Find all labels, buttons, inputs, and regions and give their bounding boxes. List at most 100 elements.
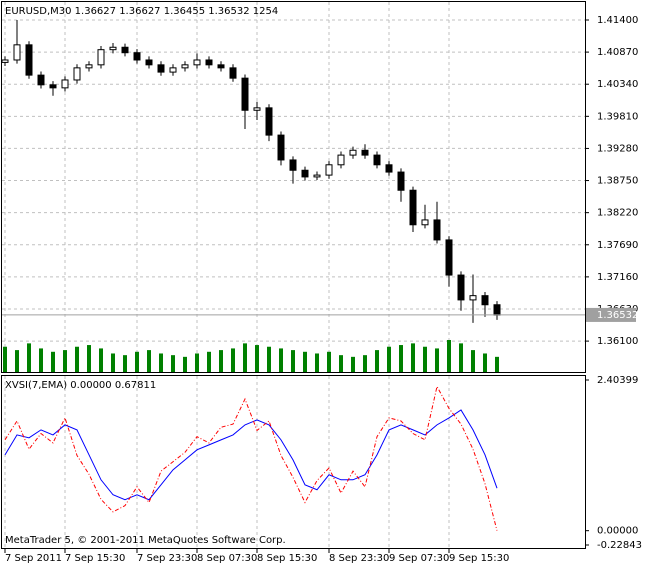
y-tick-label: 1.40340 <box>597 79 638 90</box>
y-tick-label: 1.41400 <box>597 15 638 26</box>
volume-bar <box>351 356 355 372</box>
candle-body <box>289 159 297 171</box>
volume-bar <box>159 353 163 372</box>
candle-body <box>25 44 33 76</box>
candle-body <box>301 169 309 178</box>
volume-bar <box>279 348 283 372</box>
x-tick-label: 8 Sep 15:30 <box>257 553 317 564</box>
volume-bar <box>219 350 223 372</box>
volume-bar <box>231 348 235 372</box>
price-label-box <box>586 307 636 322</box>
volume-bar <box>27 343 31 372</box>
volume-bar <box>363 355 367 372</box>
indicator-header: XVSI(7,EMA) 0.00000 0.67811 <box>5 380 156 391</box>
y-tick-label: 1.38750 <box>597 176 638 187</box>
candle-body <box>469 295 477 301</box>
price-header: EURUSD,M30 1.36627 1.36627 1.36455 1.365… <box>5 6 278 17</box>
volume-bar <box>243 343 247 372</box>
x-tick-label: 8 Sep 23:30 <box>329 553 389 564</box>
volume-bar <box>411 343 415 372</box>
volume-bar <box>291 350 295 372</box>
volume-bar <box>459 343 463 372</box>
x-tick-label: 9 Sep 15:30 <box>449 553 509 564</box>
volume-bar <box>171 355 175 372</box>
candle-body <box>385 164 393 173</box>
volume-bar <box>267 346 271 372</box>
volume-bar <box>255 345 259 372</box>
volume-bar <box>147 350 151 372</box>
candle-body <box>253 107 261 111</box>
candle-body <box>109 46 117 51</box>
volume-bar <box>39 348 43 372</box>
candle-body <box>181 64 189 69</box>
candle-body <box>373 154 381 166</box>
candle-body <box>49 84 57 89</box>
candle-body <box>277 134 285 161</box>
candle-body <box>421 219 429 226</box>
y-tick-label: 1.37160 <box>597 272 638 283</box>
volume-bar <box>483 353 487 372</box>
volume-bar <box>315 353 319 372</box>
volume-bar <box>15 350 19 372</box>
volume-bar <box>51 351 55 372</box>
candle-body <box>145 59 153 66</box>
volume-bar <box>75 346 79 372</box>
candle-body <box>193 59 201 66</box>
candle-body <box>73 67 81 81</box>
volume-bar <box>423 346 427 372</box>
volume-bar <box>447 340 451 372</box>
indicator-line <box>4 385 498 531</box>
volume-bar <box>111 353 115 372</box>
volume-bar <box>399 345 403 372</box>
indicator-line <box>4 409 498 501</box>
y-tick-label: -0.22843 <box>597 540 642 551</box>
volume-bar <box>303 351 307 372</box>
candle-body <box>397 171 405 191</box>
volume-bar <box>195 353 199 372</box>
candle-body <box>157 64 165 73</box>
volume-bar <box>207 351 211 372</box>
candle-body <box>85 64 93 69</box>
candle-body <box>265 107 273 136</box>
candle-body <box>121 46 129 54</box>
candle-body <box>349 149 357 156</box>
volume-bar <box>123 355 127 372</box>
y-tick-label: 1.36100 <box>597 336 638 347</box>
x-tick-label: 7 Sep 15:30 <box>65 553 125 564</box>
candle-body <box>457 274 465 301</box>
candle-body <box>37 74 45 86</box>
y-tick-label: 1.37690 <box>597 240 638 251</box>
y-tick-label: 1.39280 <box>597 143 638 154</box>
copyright: MetaTrader 5, © 2001-2011 MetaQuotes Sof… <box>5 535 286 546</box>
x-tick-label: 8 Sep 07:30 <box>197 553 257 564</box>
volume-bar <box>63 350 67 372</box>
volume-bar <box>87 345 91 372</box>
y-tick-label: 1.40870 <box>597 47 638 58</box>
volume-bar <box>99 348 103 372</box>
volume-bar <box>387 346 391 372</box>
price-panel-frame <box>1 1 586 373</box>
candle-body <box>205 59 213 66</box>
x-tick-label: 7 Sep 2011 <box>5 553 62 564</box>
volume-bar <box>435 348 439 372</box>
candle-body <box>493 304 501 316</box>
x-tick-label: 9 Sep 07:30 <box>389 553 449 564</box>
candle-body <box>445 239 453 276</box>
y-tick-label: 1.39810 <box>597 111 638 122</box>
candle-body <box>409 189 417 226</box>
candle-body <box>241 77 249 111</box>
volume-bar <box>375 350 379 372</box>
volume-bar <box>339 355 343 372</box>
volume-bar <box>183 356 187 372</box>
y-tick-label: 2.40399 <box>597 375 638 386</box>
x-tick-label: 7 Sep 23:30 <box>137 553 197 564</box>
candle-body <box>229 67 237 79</box>
candle-body <box>481 295 489 306</box>
candle-body <box>1 59 9 63</box>
candle-body <box>433 219 441 241</box>
volume-bar <box>3 346 7 372</box>
candle-body <box>361 149 369 156</box>
candle-body <box>337 154 345 166</box>
